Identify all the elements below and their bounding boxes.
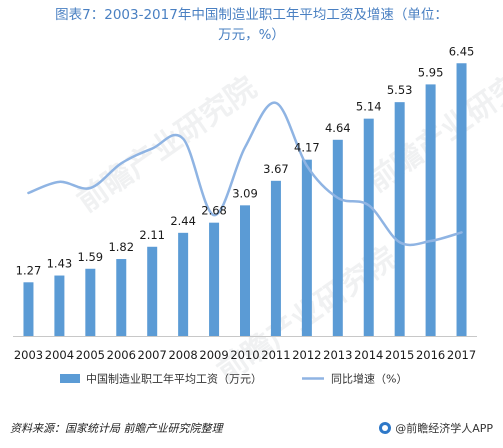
bar-value-label: 2.44 — [170, 214, 196, 228]
bar — [116, 259, 127, 336]
bar — [54, 275, 65, 336]
bar — [301, 159, 312, 336]
x-tick-label: 2004 — [45, 348, 74, 362]
bar-value-label: 1.43 — [47, 257, 73, 271]
bar-value-label: 3.67 — [263, 162, 289, 176]
bar-value-label: 1.59 — [78, 250, 104, 264]
bar — [240, 205, 250, 336]
growth-rate-line — [27, 101, 463, 247]
x-tick-label: 2016 — [416, 348, 445, 362]
x-tick-label: 2011 — [261, 348, 290, 362]
bar — [425, 84, 436, 337]
bar-value-label: 1.27 — [16, 263, 42, 277]
bar — [394, 102, 405, 336]
brand-text: @前瞻经济学人APP — [395, 422, 493, 435]
bar — [178, 232, 189, 336]
x-tick-label: 2007 — [138, 348, 167, 362]
legend-label-line: 同比增速（%） — [331, 372, 407, 386]
x-tick-label: 2006 — [107, 348, 136, 362]
chart-title-line1: 图表7：2003-2017年中国制造业职工年平均工资及增速（单位： — [55, 7, 448, 23]
brand-logo-icon — [379, 422, 392, 434]
brand-credit: @前瞻经济学人APP — [379, 420, 493, 436]
x-tick-label: 2017 — [447, 348, 476, 362]
x-tick-label: 2014 — [354, 348, 383, 362]
bar — [363, 118, 374, 336]
chart-title: 图表7：2003-2017年中国制造业职工年平均工资及增速（单位： 万元，%） — [8, 5, 495, 45]
x-tick-label: 2013 — [323, 348, 352, 362]
x-tick-label: 2008 — [168, 348, 197, 362]
bar-value-label: 6.45 — [449, 44, 475, 58]
x-tick-label: 2010 — [230, 348, 259, 362]
bar-value-label: 4.17 — [294, 141, 320, 155]
bar-value-label: 5.53 — [387, 83, 413, 97]
x-tick-label: 2012 — [292, 348, 321, 362]
bar — [456, 63, 467, 336]
bar-value-label: 1.82 — [108, 240, 134, 254]
x-tick-label: 2005 — [76, 348, 105, 362]
bar-value-label: 2.68 — [201, 204, 227, 218]
bar — [147, 246, 158, 336]
bar-value-label: 2.11 — [139, 228, 165, 242]
legend-swatch-bar — [60, 374, 80, 383]
bar-value-label: 3.09 — [232, 186, 258, 200]
x-tick-label: 2015 — [385, 348, 414, 362]
bar — [270, 180, 281, 336]
bar — [332, 139, 343, 336]
bar — [209, 222, 220, 336]
bar-value-label: 5.14 — [356, 100, 382, 114]
x-tick-label: 2009 — [199, 348, 228, 362]
legend-label-bar: 中国制造业职工年平均工资（万元） — [86, 372, 262, 386]
x-tick-label: 2003 — [14, 348, 43, 362]
bar-value-label: 5.95 — [418, 65, 444, 79]
bar — [23, 282, 34, 336]
bar-value-label: 4.64 — [325, 121, 351, 135]
source-note: 资料来源：国家统计局 前瞻产业研究院整理 — [10, 422, 223, 435]
bar — [85, 268, 96, 336]
chart-title-line2: 万元，%） — [218, 27, 285, 43]
